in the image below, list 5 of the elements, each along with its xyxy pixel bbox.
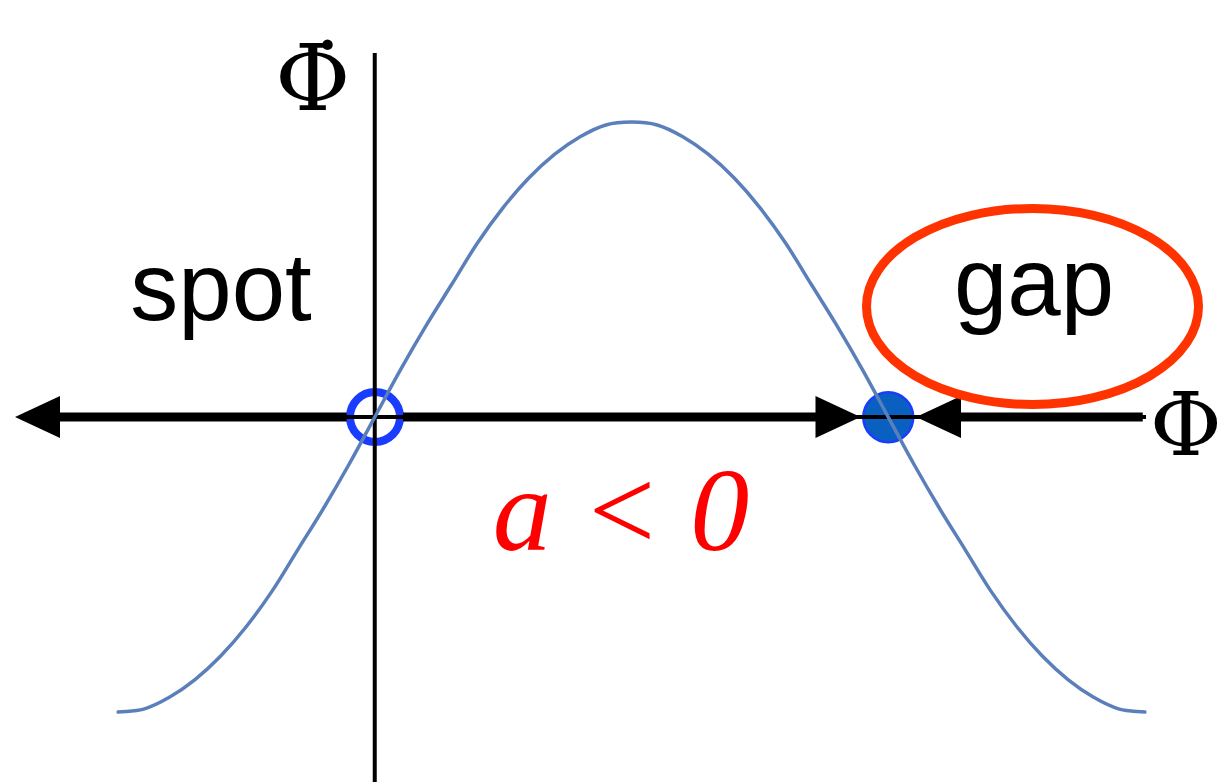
annotation: gap <box>953 228 1115 335</box>
annotation: a < 0 <box>492 445 750 576</box>
x-axis-title: Φ <box>1149 373 1222 477</box>
y-axis-title: Φ̇ <box>275 25 351 132</box>
annotation: spot <box>130 233 312 340</box>
